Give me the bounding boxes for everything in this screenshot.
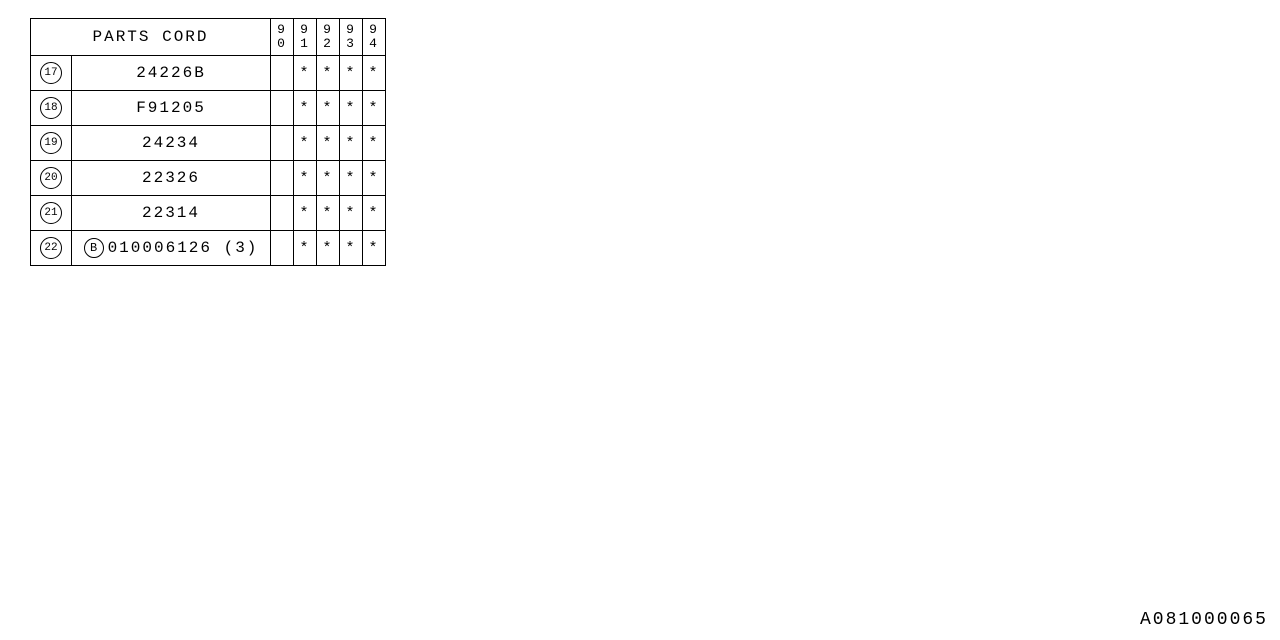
table-row: 20 22326 * * * *: [31, 161, 386, 196]
row-mark: [271, 126, 294, 161]
header-year-4: 94: [363, 19, 386, 56]
table-body: 17 24226B * * * * 18 F91205 * * * * 19: [31, 56, 386, 266]
row-index: 18: [31, 91, 72, 126]
row-mark: *: [317, 91, 340, 126]
row-mark: *: [294, 196, 317, 231]
row-mark: *: [340, 231, 363, 266]
row-mark: *: [317, 231, 340, 266]
row-mark: [271, 56, 294, 91]
header-year-0: 90: [271, 19, 294, 56]
circled-number-icon: 21: [40, 202, 62, 224]
row-mark: *: [294, 231, 317, 266]
row-part: F91205: [72, 91, 271, 126]
row-mark: *: [363, 231, 386, 266]
row-part: 24234: [72, 126, 271, 161]
row-index: 20: [31, 161, 72, 196]
row-part: 22314: [72, 196, 271, 231]
row-part: B010006126 (3): [72, 231, 271, 266]
row-mark: *: [363, 196, 386, 231]
row-index: 17: [31, 56, 72, 91]
row-mark: *: [294, 56, 317, 91]
row-mark: [271, 231, 294, 266]
header-year-1: 91: [294, 19, 317, 56]
table-row: 22 B010006126 (3) * * * *: [31, 231, 386, 266]
document-id: A081000065: [1140, 610, 1268, 630]
row-mark: *: [340, 196, 363, 231]
row-mark: *: [294, 161, 317, 196]
row-index: 21: [31, 196, 72, 231]
row-mark: *: [317, 161, 340, 196]
row-mark: *: [294, 126, 317, 161]
row-part: 22326: [72, 161, 271, 196]
row-mark: *: [363, 126, 386, 161]
row-mark: *: [317, 196, 340, 231]
header-year-3: 93: [340, 19, 363, 56]
table-header-row: PARTS CORD 90 91 92 93 94: [31, 19, 386, 56]
table-row: 21 22314 * * * *: [31, 196, 386, 231]
row-mark: *: [363, 91, 386, 126]
row-mark: *: [317, 56, 340, 91]
circled-letter-icon: B: [84, 238, 104, 258]
header-year-2: 92: [317, 19, 340, 56]
table-row: 17 24226B * * * *: [31, 56, 386, 91]
circled-number-icon: 18: [40, 97, 62, 119]
row-mark: *: [340, 91, 363, 126]
row-index: 19: [31, 126, 72, 161]
header-title: PARTS CORD: [31, 19, 271, 56]
row-mark: *: [340, 56, 363, 91]
row-mark: [271, 196, 294, 231]
row-mark: [271, 161, 294, 196]
row-mark: *: [340, 161, 363, 196]
page: PARTS CORD 90 91 92 93 94 17 24226B * * …: [0, 0, 1280, 640]
row-mark: *: [363, 161, 386, 196]
circled-number-icon: 17: [40, 62, 62, 84]
circled-number-icon: 22: [40, 237, 62, 259]
parts-table: PARTS CORD 90 91 92 93 94 17 24226B * * …: [30, 18, 386, 266]
row-mark: *: [363, 56, 386, 91]
row-mark: *: [317, 126, 340, 161]
row-mark: [271, 91, 294, 126]
table-row: 18 F91205 * * * *: [31, 91, 386, 126]
row-index: 22: [31, 231, 72, 266]
circled-number-icon: 20: [40, 167, 62, 189]
row-part: 24226B: [72, 56, 271, 91]
circled-number-icon: 19: [40, 132, 62, 154]
table-row: 19 24234 * * * *: [31, 126, 386, 161]
row-mark: *: [340, 126, 363, 161]
row-mark: *: [294, 91, 317, 126]
